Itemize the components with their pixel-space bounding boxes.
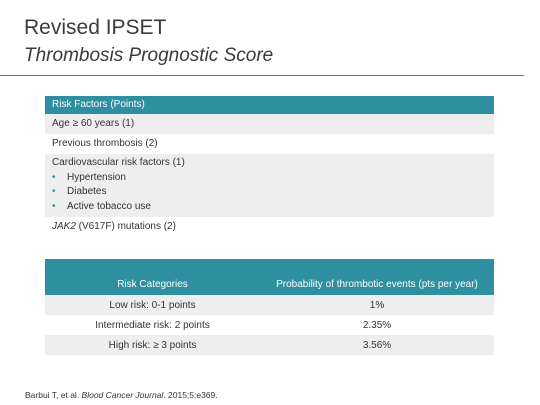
probability-cell: 2.35% (362, 319, 392, 331)
bullet-icon: • (52, 200, 56, 212)
risk-category-cell: Low risk: 0-1 points (109, 299, 196, 311)
risk-categories-table: Risk Categories Probability of thromboti… (45, 259, 494, 355)
table-row: Low risk: 0-1 points 1% (45, 295, 494, 315)
cardiovascular-item: • Active tobacco use (52, 200, 494, 215)
risk-factors-table: Risk Factors (Points) Age ≥ 60 years (1)… (45, 96, 494, 237)
jak2-gene-name: JAK2 (52, 221, 76, 232)
jak2-mutation-text: (V617F) mutations (2) (75, 221, 176, 232)
risk-factor-age: Age ≥ 60 years (1) (45, 114, 494, 134)
risk-categories-header: Risk Categories Probability of thromboti… (45, 259, 494, 295)
bullet-icon: • (52, 171, 56, 183)
risk-factors-header: Risk Factors (Points) (45, 96, 494, 114)
citation-journal: Blood Cancer Journal (81, 390, 164, 400)
citation: Barbui T, et al. Blood Cancer Journal. 2… (25, 390, 218, 400)
risk-factor-cardiovascular: Cardiovascular risk factors (1) • Hypert… (45, 154, 494, 217)
header-risk-categories: Risk Categories (117, 279, 188, 290)
slide-title: Revised IPSET (24, 16, 167, 39)
cardiovascular-item-label: Diabetes (67, 186, 107, 197)
risk-category-cell: High risk: ≥ 3 points (108, 339, 197, 351)
probability-cell: 1% (369, 299, 385, 311)
bullet-icon: • (52, 186, 56, 197)
table-row: High risk: ≥ 3 points 3.56% (45, 335, 494, 355)
cardiovascular-item: • Hypertension (52, 171, 494, 186)
slide-subtitle: Thrombosis Prognostic Score (24, 45, 274, 66)
header-probability: Probability of thrombotic events (pts pe… (276, 279, 478, 290)
cardiovascular-label: Cardiovascular risk factors (1) (52, 157, 185, 168)
cardiovascular-item-label: Hypertension (67, 171, 126, 183)
cardiovascular-item-label: Active tobacco use (67, 200, 151, 212)
citation-authors: Barbui T, et al. (25, 390, 82, 400)
table-row: Intermediate risk: 2 points 2.35% (45, 315, 494, 335)
risk-category-cell: Intermediate risk: 2 points (95, 319, 210, 331)
probability-cell: 3.56% (362, 339, 392, 351)
risk-factor-previous-thrombosis: Previous thrombosis (2) (52, 138, 158, 149)
citation-details: . 2015;5:e369. (163, 390, 218, 400)
title-divider (0, 75, 524, 76)
risk-factor-jak2: JAK2 (V617F) mutations (2) (45, 217, 494, 237)
cardiovascular-item: • Diabetes (52, 185, 494, 200)
